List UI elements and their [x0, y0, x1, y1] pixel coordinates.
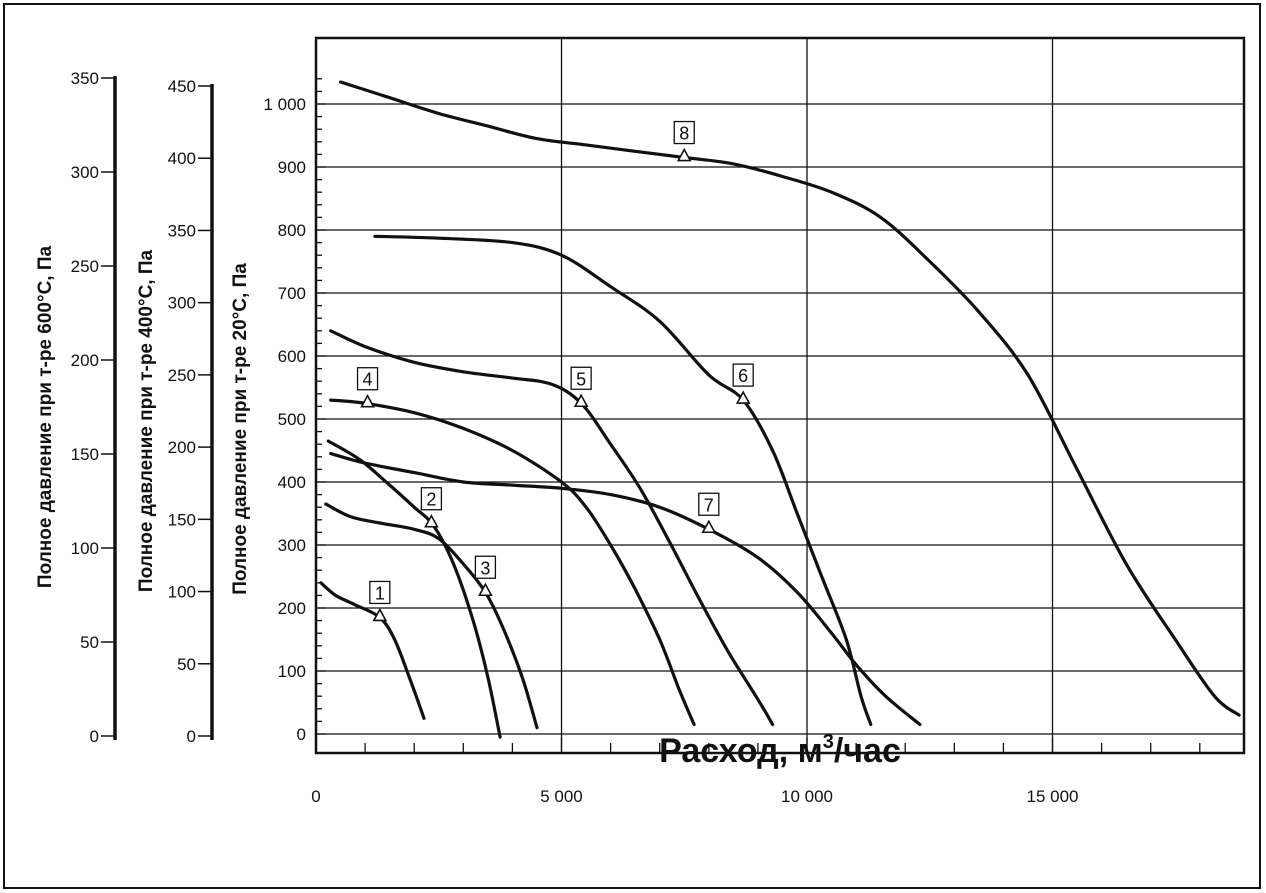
series-6-marker — [735, 390, 751, 404]
series-4-curve — [329, 398, 696, 727]
p600-tick-label: 350 — [71, 69, 99, 88]
p400-tick-label: 50 — [177, 655, 196, 674]
y-axis-600c: 0 50 100 150 200 250 300 350 Полное давление при… — [35, 69, 117, 746]
series-3-label: 3 — [480, 558, 490, 578]
y-axis-20c: 0 100 200 300 400 500 600 700 800 900 1 000 Полное … — [230, 78, 326, 744]
p400-tick-label: 300 — [168, 294, 196, 313]
series-5-curve — [329, 329, 775, 727]
series-7-label-box — [698, 492, 720, 516]
series-2-label: 2 — [426, 490, 436, 510]
series-2: 2 — [326, 439, 502, 739]
p400-tick-label: 0 — [187, 727, 196, 746]
series-1-label-box — [369, 580, 391, 605]
series-4-marker — [360, 394, 375, 408]
x-axis-title-main: Расход, м — [659, 732, 823, 770]
x-axis: 0 5 000 10 000 15 000 — [311, 737, 1201, 806]
x-axis-title-tail: /час — [834, 732, 901, 770]
series-8-marker — [676, 147, 692, 162]
x-axis-title: Расход, м3/час — [659, 731, 901, 770]
series-3-curve — [324, 502, 539, 730]
plot-area-border — [314, 36, 1246, 755]
y20-tick-label: 800 — [278, 221, 306, 240]
series-3: 3 — [324, 502, 539, 730]
y20-tick-label: 1 000 — [263, 95, 306, 114]
y20-tick-label: 0 — [297, 725, 306, 744]
series-7-label: 7 — [704, 495, 714, 515]
p600-axis-title: Полное давление при т-ре 600°С, Па — [35, 245, 56, 588]
series-3-label-box — [474, 555, 497, 579]
series-4: 4 — [329, 367, 696, 727]
series-6-curve — [373, 234, 873, 727]
series-8-curve — [339, 80, 1241, 717]
p600-tick-label: 250 — [71, 257, 99, 276]
series-7-curve — [329, 452, 922, 727]
series-5-label-box — [570, 366, 592, 390]
series-2-marker — [424, 514, 439, 528]
series-4-label: 4 — [363, 370, 373, 390]
y-axis-400c: 0 50 100 150 200 250 300 350 400 450 Полное давлен… — [136, 77, 214, 746]
p400-tick-label: 100 — [168, 583, 196, 602]
series-layer: 1 2 3 4 5 6 7 8 — [319, 80, 1241, 739]
series-5-marker — [573, 393, 589, 408]
series-5: 5 — [329, 329, 775, 727]
y20-tick-label: 500 — [278, 410, 306, 429]
series-1-label: 1 — [375, 583, 385, 603]
series-7: 7 — [329, 452, 922, 727]
series-8: 8 — [339, 80, 1241, 717]
p600-tick-label: 200 — [71, 351, 99, 370]
y20-tick-label: 700 — [278, 284, 306, 303]
p400-tick-label: 250 — [168, 366, 196, 385]
series-8-label-box — [673, 120, 695, 145]
grid — [316, 38, 1244, 753]
x-tick-label: 0 — [311, 787, 320, 806]
p600-tick-label: 300 — [71, 163, 99, 182]
p400-tick-label: 150 — [168, 510, 196, 529]
x-tick-label: 5 000 — [540, 787, 583, 806]
p600-tick-label: 50 — [80, 633, 99, 652]
p400-tick-label: 400 — [168, 149, 196, 168]
series-5-label: 5 — [576, 369, 586, 389]
y20-tick-label: 300 — [278, 536, 306, 555]
series-4-label-box — [356, 367, 379, 391]
series-7-marker — [701, 519, 717, 534]
x-tick-label: 15 000 — [1027, 787, 1079, 806]
y20-tick-label: 900 — [278, 158, 306, 177]
y20-tick-label: 600 — [278, 347, 306, 366]
series-6-label: 6 — [738, 366, 748, 386]
y20-axis-title: Полное давление при т-ре 20°С, Па — [230, 263, 251, 595]
p600-tick-label: 150 — [71, 445, 99, 464]
y20-tick-label: 400 — [278, 473, 306, 492]
series-8-label: 8 — [679, 124, 689, 144]
p400-tick-label: 350 — [168, 221, 196, 240]
y20-tick-label: 200 — [278, 599, 306, 618]
series-1-marker — [372, 607, 388, 622]
series-2-label-box — [420, 487, 443, 511]
p400-axis-title: Полное давление при т-ре 400°С, Па — [136, 249, 157, 592]
series-1: 1 — [319, 580, 426, 720]
series-6: 6 — [373, 234, 873, 727]
plot-border — [314, 36, 1246, 755]
series-6-label-box — [732, 363, 754, 387]
y20-tick-label: 100 — [278, 662, 306, 681]
p600-tick-label: 0 — [90, 727, 99, 746]
p400-tick-label: 200 — [168, 438, 196, 457]
x-tick-label: 10 000 — [781, 787, 833, 806]
p400-tick-label: 450 — [168, 77, 196, 96]
series-3-marker — [478, 582, 493, 597]
x-axis-title-sup: 3 — [823, 731, 834, 753]
p600-tick-label: 100 — [71, 539, 99, 558]
